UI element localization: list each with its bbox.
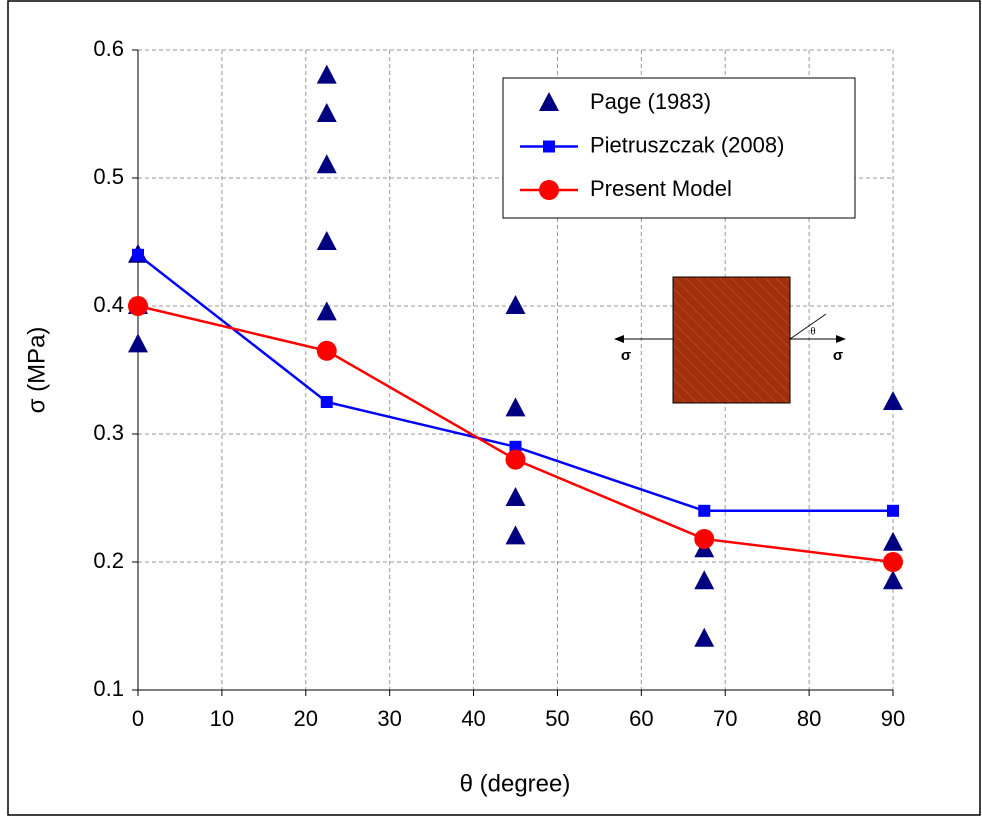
marker-square: [543, 140, 555, 153]
marker-triangle: [316, 103, 337, 122]
marker-triangle: [505, 397, 526, 417]
marker-circle: [505, 449, 526, 470]
y-tick-label: 0.3: [93, 420, 124, 445]
marker-triangle: [694, 570, 715, 590]
y-tick-label: 0.1: [93, 676, 124, 701]
marker-square: [132, 248, 144, 261]
marker-triangle: [316, 64, 337, 84]
y-tick-label: 0.2: [93, 548, 124, 573]
marker-triangle: [505, 487, 526, 506]
x-tick-label: 70: [713, 706, 737, 731]
marker-circle: [883, 552, 903, 572]
legend-box: [502, 77, 856, 219]
x-tick-label: 50: [545, 706, 569, 731]
marker-triangle: [316, 231, 337, 250]
plot: [128, 64, 903, 647]
marker-triangle: [316, 301, 337, 321]
angle-line: [789, 313, 827, 340]
marker-triangle: [883, 531, 903, 551]
y-tick-label: 0.4: [93, 292, 124, 317]
legend: Page (1983) Pietruszczak (2008) Present Mo…: [502, 77, 856, 219]
legend-label: Pietruszczak (2008): [590, 132, 784, 157]
y-axis-title: σ (MPa): [23, 327, 50, 414]
marker-square: [320, 396, 333, 408]
x-tick-label: 40: [461, 706, 485, 731]
marker-triangle: [539, 92, 559, 111]
x-tick-label: 30: [377, 706, 401, 731]
x-axis-title: θ (degree): [460, 770, 571, 797]
marker-triangle: [883, 570, 903, 590]
grid: 0.1 0.2 0.3 0.4 0.5 0.6 0 10 20 30 40 50 60 70 80 90: [93, 36, 905, 731]
x-tick-label: 20: [294, 706, 318, 731]
x-tick-label: 10: [210, 706, 234, 731]
inset-label: σ: [833, 347, 843, 364]
marker-square: [887, 504, 899, 517]
marker-square: [509, 440, 522, 453]
inset: σ σ θ: [614, 276, 846, 404]
marker-triangle: [505, 295, 526, 314]
marker-circle: [316, 340, 337, 361]
marker-triangle: [694, 627, 715, 647]
specimen: [672, 276, 791, 404]
inset-label: σ: [621, 347, 631, 364]
x-tick-label: 90: [881, 706, 905, 731]
arrow-head: [836, 335, 846, 343]
marker-circle: [694, 528, 715, 549]
marker-circle: [128, 296, 148, 316]
y-tick-label: 0.6: [93, 36, 124, 61]
inset-label: θ: [810, 326, 815, 338]
legend-label: Present Model: [590, 176, 732, 201]
marker-circle: [539, 180, 559, 200]
arrow-head: [614, 335, 624, 343]
marker-triangle: [883, 391, 903, 410]
x-tick-label: 80: [797, 706, 821, 731]
legend-label: Page (1983): [590, 89, 711, 114]
marker-square: [698, 504, 711, 517]
marker-triangle: [505, 525, 526, 545]
y-tick-label: 0.5: [93, 164, 124, 189]
x-tick-label: 60: [629, 706, 653, 731]
marker-triangle: [128, 333, 148, 353]
x-tick-label: 0: [132, 706, 144, 731]
marker-triangle: [316, 154, 337, 174]
